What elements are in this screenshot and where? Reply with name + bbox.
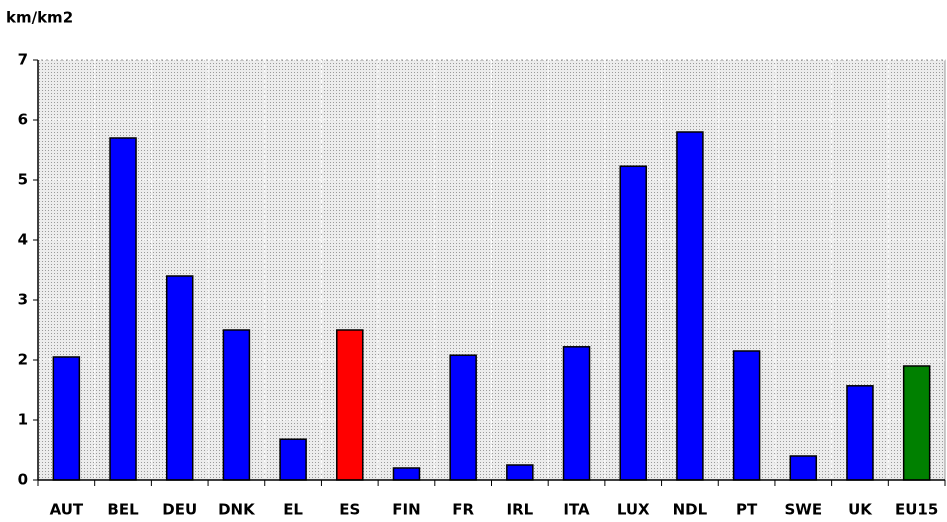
y-tick-label: 7 [18,51,28,69]
y-tick-label: 1 [18,411,28,429]
x-tick-label: DNK [218,501,256,519]
bar [619,165,647,481]
x-tick-label: ITA [563,501,590,519]
x-tick-label: UK [848,501,873,519]
bar [902,365,931,481]
y-tick-label: 4 [18,231,28,249]
x-tick-label: NDL [673,501,708,519]
bar [562,346,591,481]
bar [676,131,704,481]
x-tick-label: DEU [162,501,197,519]
x-tick-label: FR [452,501,474,519]
x-tick-label: IRL [506,501,533,519]
x-tick-label: PT [736,501,758,519]
x-tick-label: LUX [617,501,650,519]
y-tick-label: 2 [18,351,28,369]
y-tick-label: 5 [18,171,28,189]
x-tick-label: EU15 [895,501,938,519]
bar [222,329,251,481]
bar [336,329,364,481]
bar [279,438,307,481]
y-tick-label: 3 [18,291,28,309]
bar [732,350,761,481]
y-tick-label: 6 [18,111,28,129]
y-axis-label: km/km2 [6,9,73,27]
bar [392,467,421,481]
x-tick-label: EL [283,501,303,519]
y-tick-label: 0 [18,471,28,489]
bar [449,354,477,481]
bar [109,137,137,481]
bar [789,455,818,481]
x-tick-label: FIN [392,501,420,519]
x-tick-label: AUT [50,501,84,519]
bar [165,275,194,481]
bar [846,385,874,481]
bar [52,356,81,481]
bar [506,464,534,481]
x-tick-label: SWE [784,501,822,519]
x-tick-label: ES [339,501,360,519]
x-tick-label: BEL [107,501,139,519]
